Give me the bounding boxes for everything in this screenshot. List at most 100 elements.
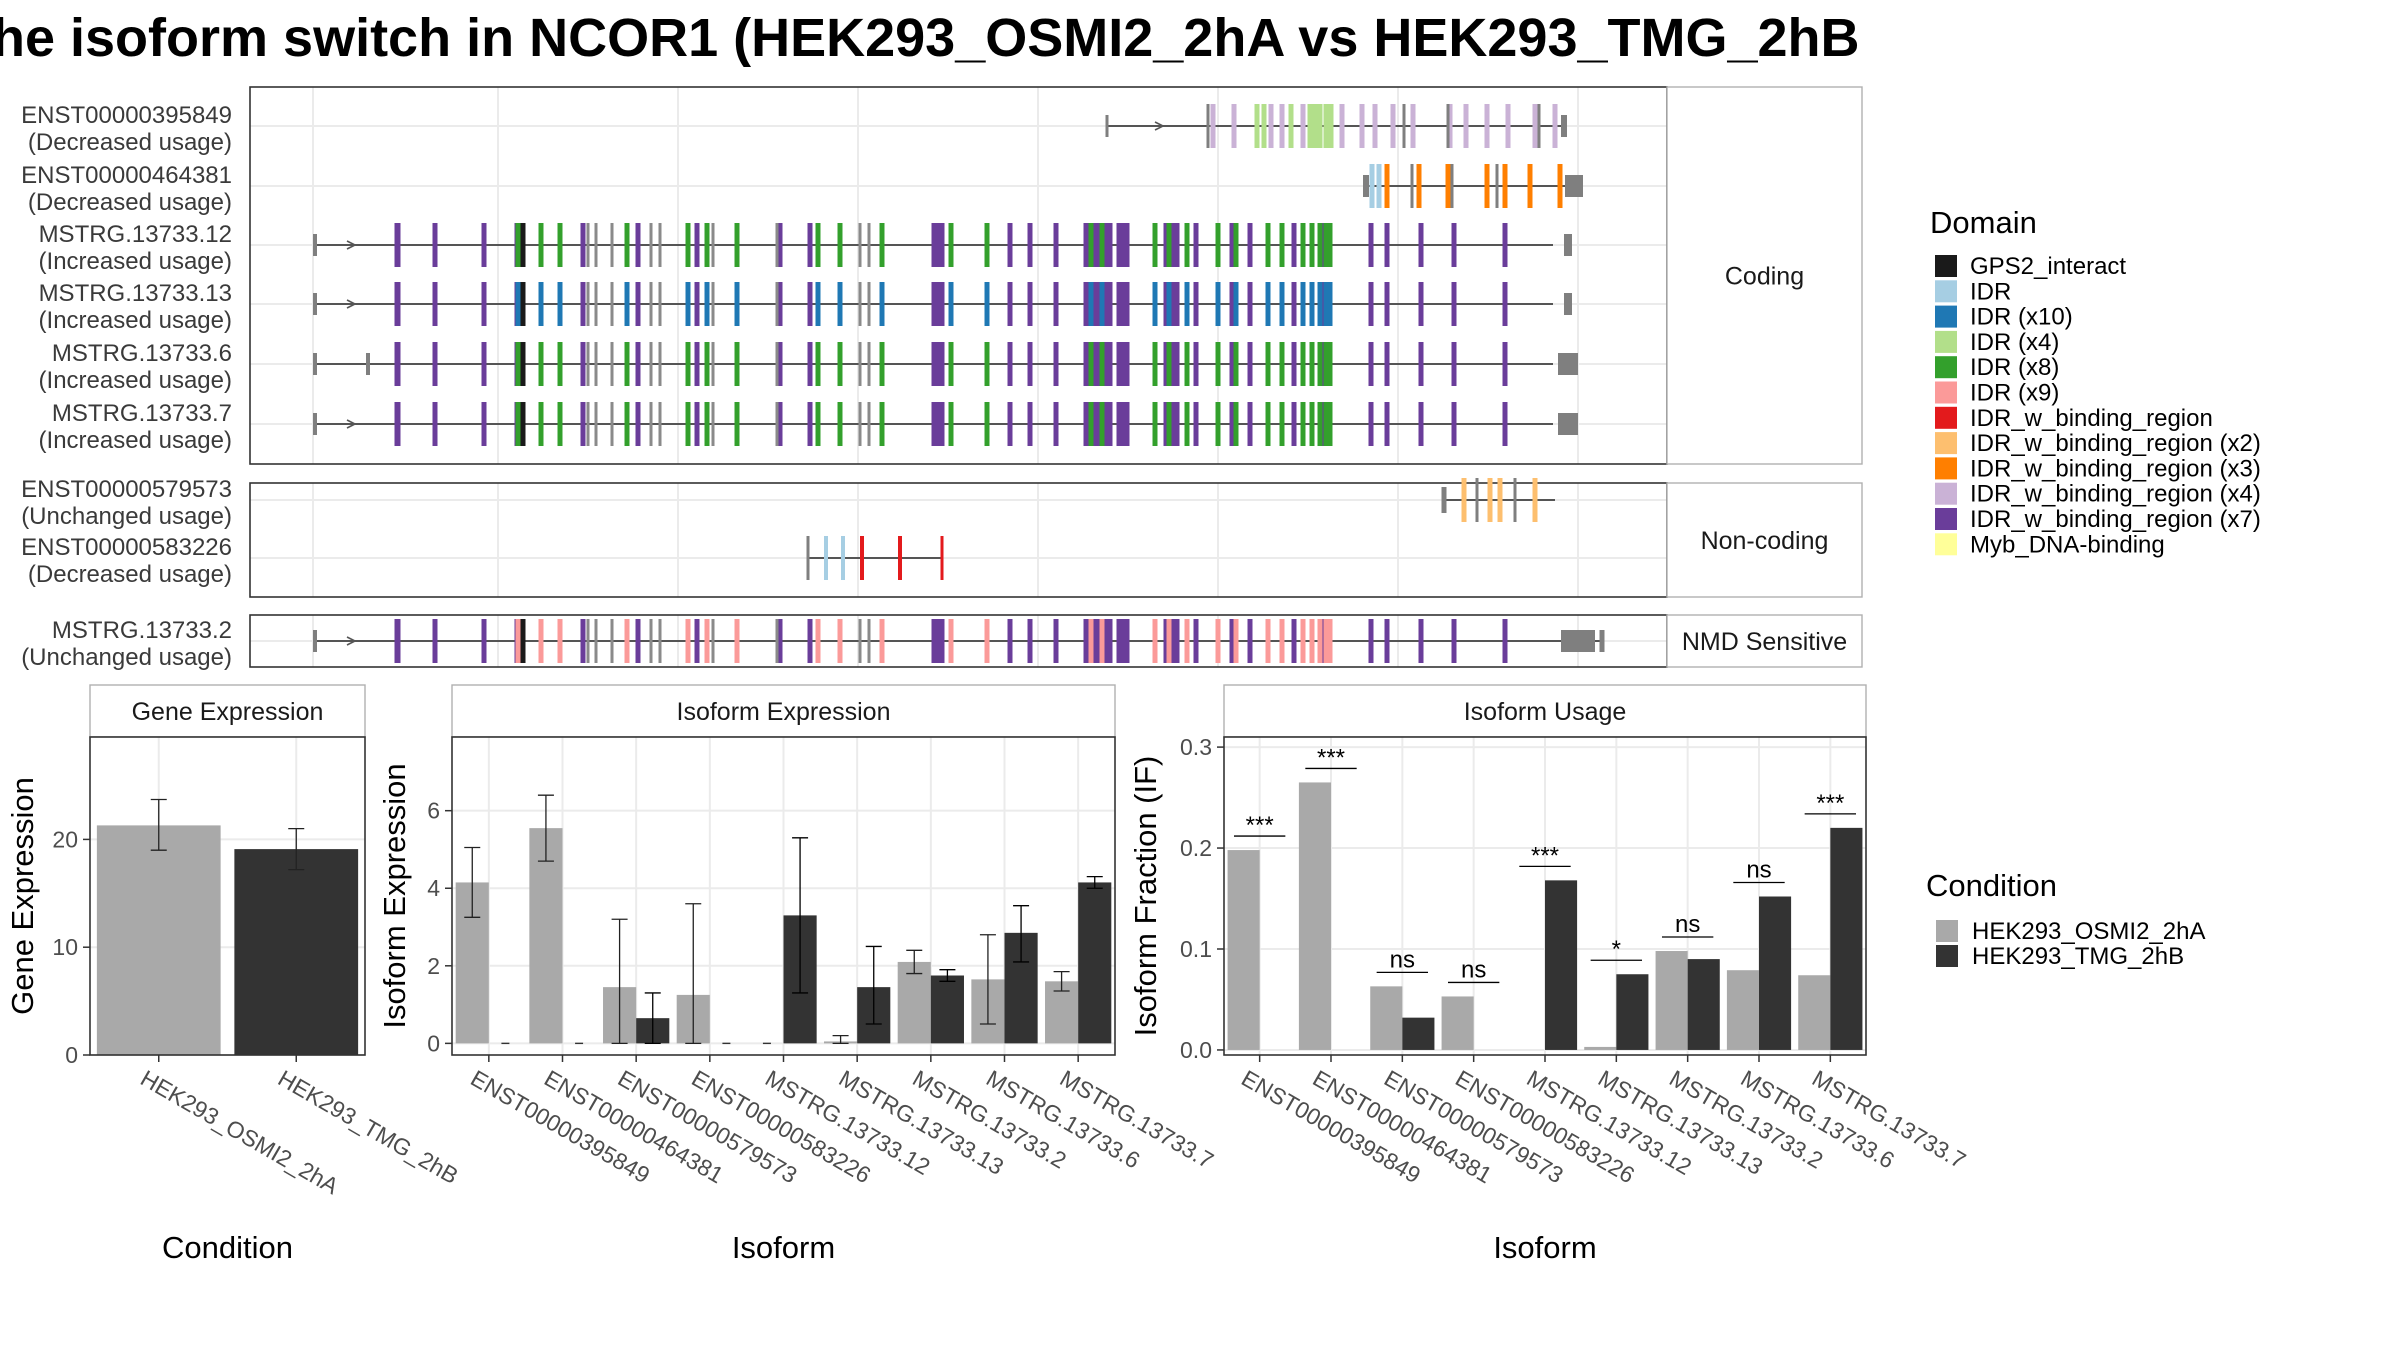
- exon: [1116, 342, 1130, 386]
- significance-annotation: ns: [1661, 911, 1714, 938]
- exon: [807, 342, 813, 386]
- isoform-row-label: MSTRG.13733.2: [52, 617, 232, 644]
- error-bar: [939, 969, 956, 982]
- exon: [807, 223, 813, 267]
- exon: [1152, 402, 1158, 446]
- exon: [775, 402, 779, 446]
- exon: [879, 619, 885, 663]
- exon: [1116, 619, 1130, 663]
- exon: [1495, 164, 1499, 208]
- exon: [1416, 164, 1422, 208]
- domain-legend-label: IDR_w_binding_region: [1970, 405, 2213, 432]
- exon: [432, 282, 438, 326]
- exon: [1102, 223, 1108, 267]
- exon: [879, 342, 885, 386]
- exon: [867, 223, 871, 267]
- exon: [1247, 402, 1253, 446]
- exon: [858, 342, 862, 386]
- exon: [1261, 104, 1267, 148]
- isoform-usage-label: (Increased usage): [39, 367, 232, 394]
- exon: [557, 282, 563, 326]
- domain-legend-item: IDR (x4): [1935, 329, 2059, 356]
- exon: [1291, 223, 1297, 267]
- exon: [1166, 619, 1172, 663]
- exon: [394, 402, 400, 446]
- x-axis-title: Condition: [162, 1230, 293, 1265]
- exon: [1502, 342, 1508, 386]
- y-tick-label: 0.2: [1180, 835, 1212, 861]
- domain-color-swatch: [1935, 381, 1957, 404]
- condition-color-swatch: [1936, 920, 1958, 942]
- exon: [610, 402, 614, 446]
- exon: [481, 342, 487, 386]
- exon: [867, 282, 871, 326]
- bar: [1078, 882, 1112, 1044]
- exon: [1233, 342, 1239, 386]
- exon: [704, 282, 710, 326]
- exon: [394, 342, 400, 386]
- exon: [1300, 619, 1306, 663]
- exon: [1166, 223, 1172, 267]
- y-tick-label: 0: [427, 1030, 440, 1056]
- exon: [1461, 478, 1467, 522]
- exon: [734, 402, 740, 446]
- exon: [1288, 104, 1294, 148]
- exon: [1184, 619, 1190, 663]
- exon: [879, 402, 885, 446]
- exon: [432, 619, 438, 663]
- exon: [1369, 164, 1375, 208]
- exon: [1099, 342, 1105, 386]
- exon: [1088, 223, 1094, 267]
- exon: [1053, 619, 1059, 663]
- exon: [1300, 104, 1306, 148]
- exon: [1418, 282, 1424, 326]
- exon: [1007, 282, 1013, 326]
- exon: [1095, 619, 1101, 663]
- exon: [1323, 104, 1329, 148]
- exon: [538, 402, 544, 446]
- x-axis-title: Isoform: [1493, 1230, 1596, 1265]
- exon: [806, 536, 810, 580]
- exon: [1169, 619, 1175, 663]
- exon: [313, 293, 317, 315]
- bar: [1687, 959, 1720, 1050]
- domain-color-swatch: [1935, 457, 1957, 480]
- domain-legend-item: IDR: [1935, 278, 2011, 305]
- exon: [948, 342, 954, 386]
- exon: [858, 223, 862, 267]
- exon: [931, 619, 945, 663]
- bar: [1298, 782, 1331, 1050]
- isoform-usage-label: (Decreased usage): [28, 561, 232, 588]
- exon: [515, 223, 521, 267]
- exon: [867, 619, 871, 663]
- domain-color-swatch: [1935, 533, 1957, 556]
- y-axis-title: Gene Expression: [5, 777, 40, 1015]
- exon: [1505, 104, 1511, 148]
- isoform-usage-panel: Isoform Usage0.00.10.20.3***ENST00000395…: [1128, 684, 1970, 1265]
- domain-legend-label: IDR (x8): [1970, 354, 2059, 381]
- exon: [1317, 342, 1323, 386]
- exon: [704, 342, 710, 386]
- exon: [1053, 223, 1059, 267]
- significance-label: *: [1612, 936, 1621, 963]
- exon: [394, 223, 400, 267]
- exon: [1384, 342, 1390, 386]
- exon: [1552, 104, 1558, 148]
- exon: [858, 282, 862, 326]
- exon: [841, 536, 845, 580]
- domain-legend-item: IDR (x8): [1935, 354, 2059, 381]
- exon: [1254, 104, 1260, 148]
- exon: [520, 619, 526, 663]
- condition-legend-item: HEK293_TMG_2hB: [1936, 943, 2184, 970]
- isoform-usage-label: (Decreased usage): [28, 189, 232, 216]
- domain-legend-item: GPS2_interact: [1935, 253, 2126, 280]
- error-bar: [832, 1034, 849, 1045]
- exon: [815, 342, 821, 386]
- y-tick-label: 2: [427, 953, 440, 979]
- exon: [1557, 164, 1563, 208]
- exon: [948, 402, 954, 446]
- exon: [1193, 282, 1199, 326]
- panel-strip-label: Isoform Expression: [677, 698, 891, 726]
